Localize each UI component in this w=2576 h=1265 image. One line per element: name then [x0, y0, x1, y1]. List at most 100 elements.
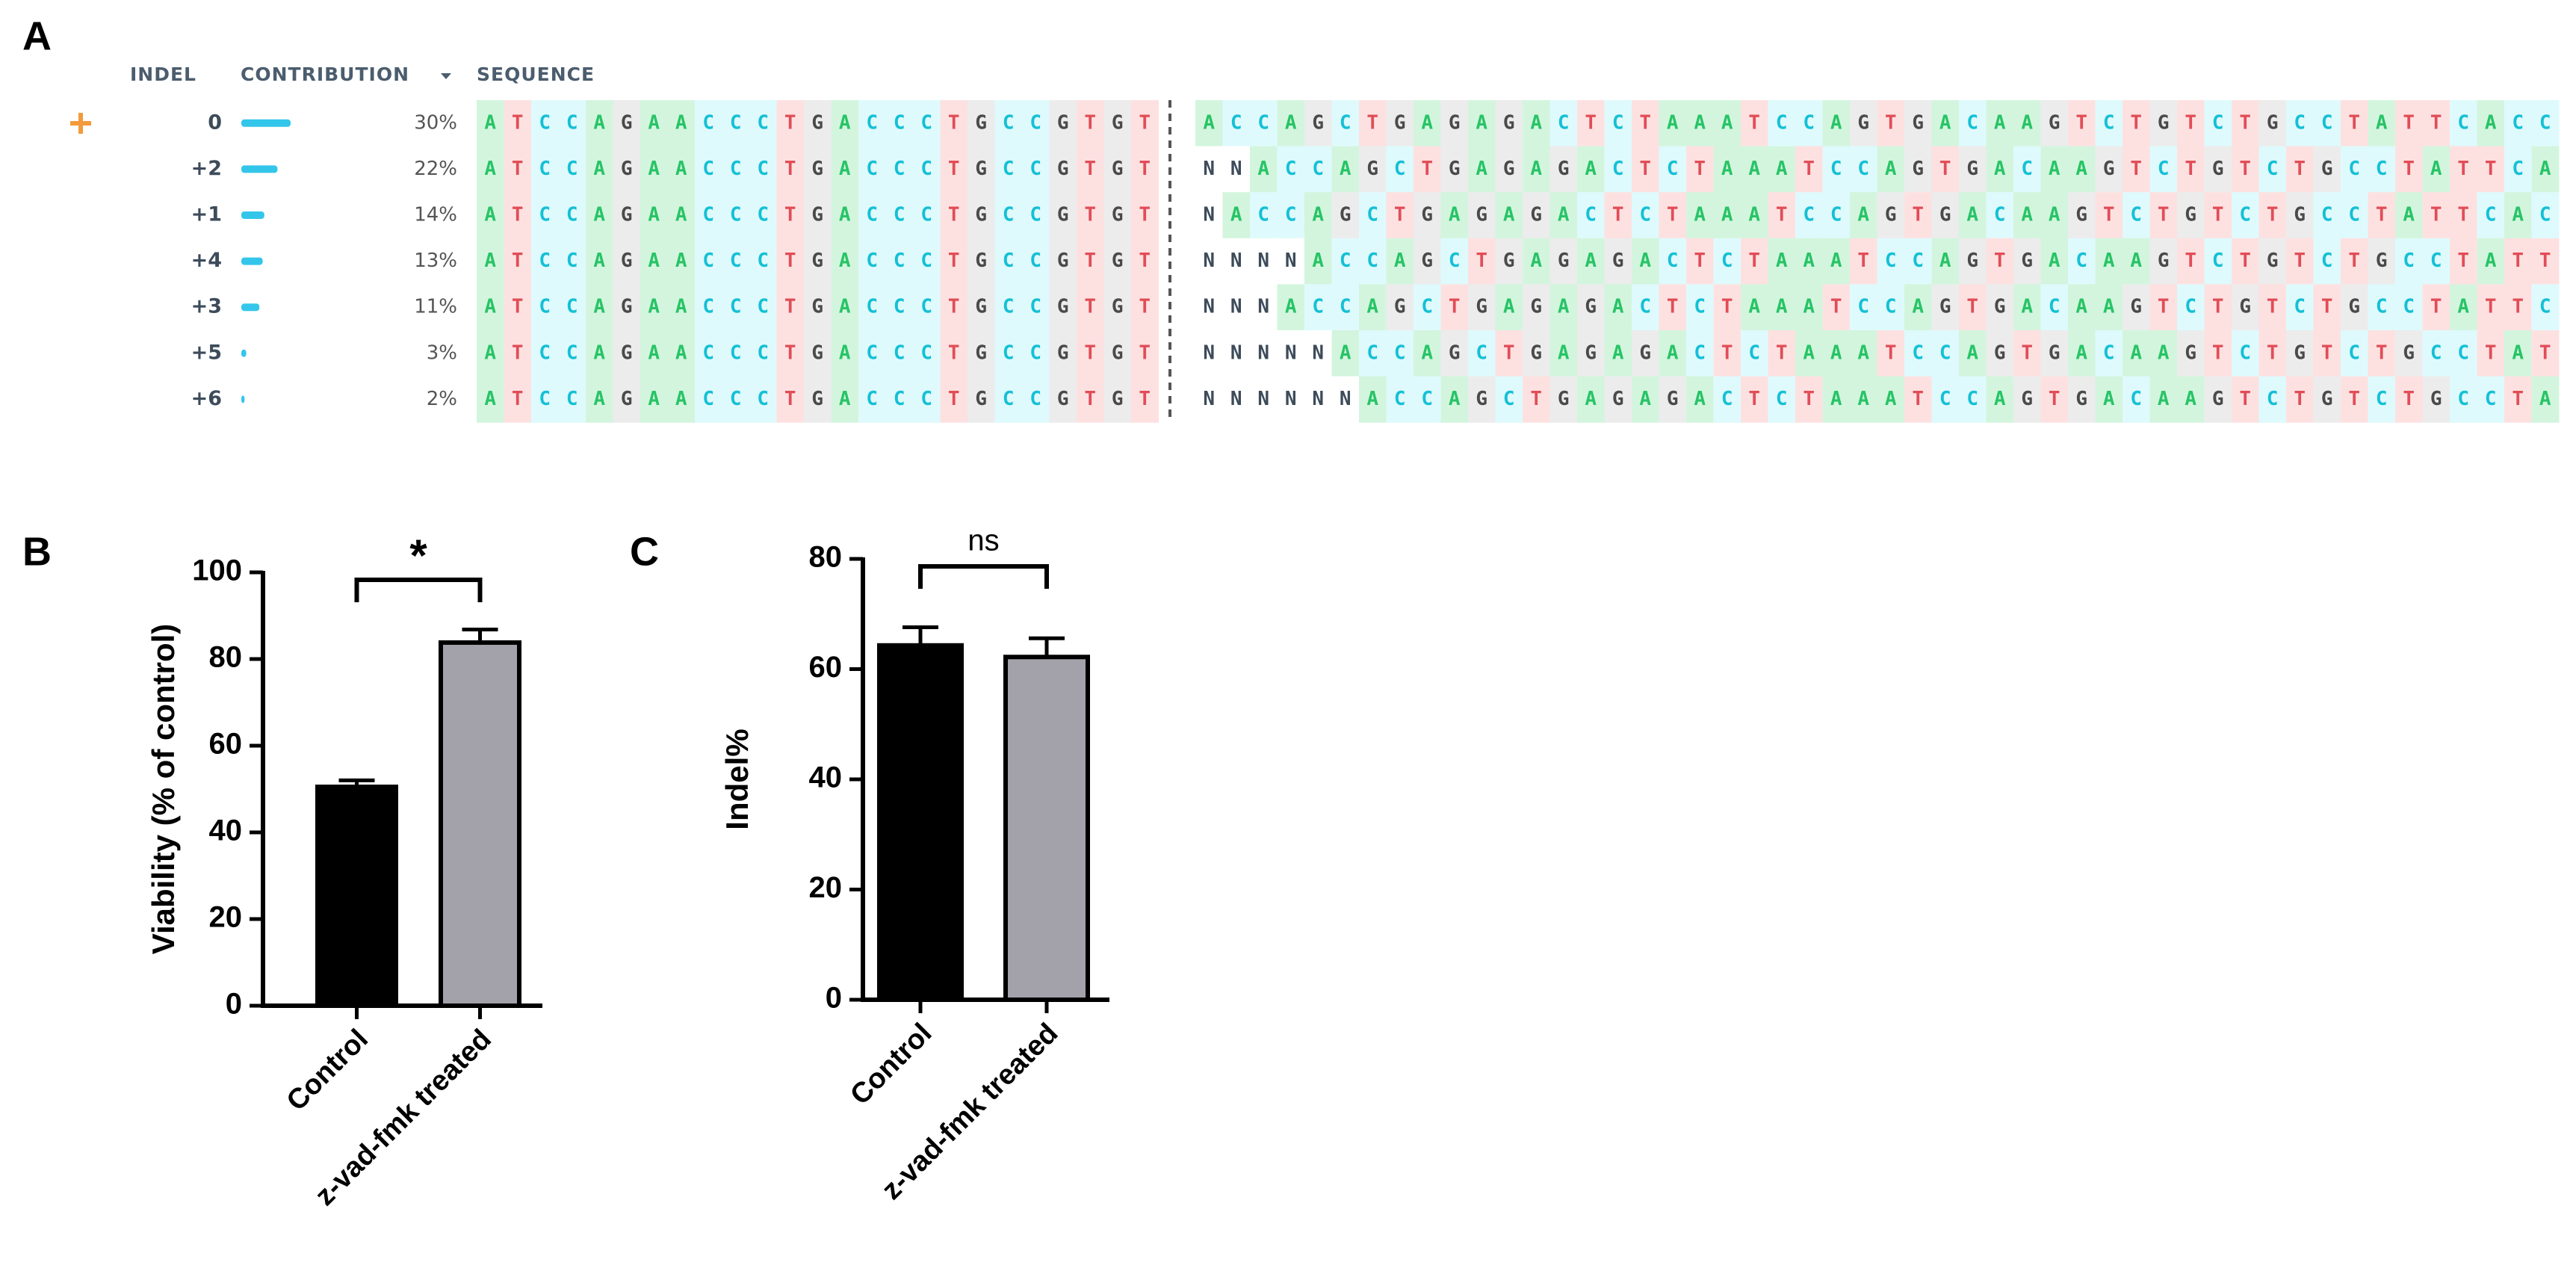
base-cell: [2040, 192, 2069, 239]
base-cell: [1386, 238, 1414, 285]
base-cell: [1414, 238, 1441, 285]
base: G: [1612, 250, 1624, 272]
add-icon[interactable]: [70, 113, 91, 134]
base: A: [2130, 341, 2142, 364]
base-cell: [804, 284, 832, 331]
base: G: [1558, 388, 1570, 410]
base-cell: [558, 284, 586, 331]
base: N: [1285, 341, 1297, 364]
base-cell: [1077, 238, 1104, 285]
base: C: [1257, 111, 1269, 134]
base: G: [1449, 158, 1461, 180]
base: A: [1585, 250, 1597, 272]
base: T: [2103, 204, 2115, 226]
base-cell: [1795, 376, 1823, 423]
base: G: [1612, 388, 1624, 410]
base-cell: [831, 100, 859, 147]
base-cell: [1131, 100, 1159, 147]
base: A: [1285, 111, 1297, 134]
base-cell: [1931, 376, 1960, 423]
base-cell: [2477, 238, 2505, 285]
base: A: [484, 341, 496, 364]
y-tick-label: 100: [192, 554, 242, 587]
base-cell: [1904, 376, 1932, 423]
base: A: [675, 341, 687, 364]
base: G: [2267, 250, 2279, 272]
base: A: [648, 158, 660, 180]
base-cell: [858, 238, 886, 285]
base-cell: [2149, 330, 2178, 377]
base-cell: [2149, 100, 2178, 147]
base: C: [894, 204, 905, 226]
base-cell: [1304, 146, 1332, 193]
base: G: [1366, 158, 1378, 180]
y-axis-label: Viability (% of control): [146, 624, 181, 955]
base-cell: [2123, 146, 2150, 193]
base-cell: [1713, 146, 1741, 193]
base-cell: [2477, 284, 2505, 331]
base: A: [648, 341, 660, 364]
base-cell: [1741, 330, 1768, 377]
y-tick-label: 80: [809, 541, 843, 574]
base-cell: [1523, 100, 1550, 147]
base: C: [2267, 388, 2279, 410]
base-cell: [1131, 238, 1159, 285]
column-header: CONTRIBUTION: [241, 64, 409, 85]
base: G: [2294, 204, 2306, 226]
base-cell: [1850, 192, 1877, 239]
base: G: [1857, 111, 1869, 134]
base-cell: [831, 330, 859, 377]
base: T: [2348, 388, 2360, 410]
base: G: [1885, 204, 1897, 226]
base: A: [2512, 341, 2524, 364]
base-cell: [2095, 146, 2123, 193]
base: G: [1421, 204, 1433, 226]
base-cell: [776, 100, 805, 147]
base: T: [1084, 341, 1096, 364]
base: T: [1721, 296, 1733, 318]
contribution-label: 14%: [414, 204, 457, 226]
base: G: [1530, 341, 1542, 364]
base: C: [1830, 204, 1842, 226]
base-cell: [586, 376, 613, 423]
base: C: [1030, 111, 1041, 134]
base: A: [2021, 111, 2033, 134]
base-cell: [831, 376, 859, 423]
base-cell: [1277, 100, 1305, 147]
base: C: [2512, 111, 2524, 134]
base-cell: [2204, 238, 2232, 285]
base: C: [1912, 250, 1924, 272]
base-cell: [1549, 284, 1578, 331]
base-cell: [2232, 284, 2259, 331]
base: C: [1003, 250, 1015, 272]
base: T: [2321, 296, 2333, 318]
base: G: [1912, 111, 1924, 134]
bar: [1003, 655, 1090, 1003]
base: C: [1394, 388, 1406, 410]
base: G: [1394, 111, 1406, 134]
base-cell: [1468, 284, 1496, 331]
base: N: [1257, 296, 1269, 318]
base: N: [1203, 341, 1215, 364]
base: N: [1285, 388, 1297, 410]
base: A: [2185, 388, 2196, 410]
base: G: [2376, 250, 2388, 272]
base: A: [1558, 296, 1570, 318]
base-cell: [667, 238, 696, 285]
base-cell: [2040, 238, 2069, 285]
base-cell: [531, 192, 559, 239]
indel-label: +4: [191, 249, 222, 272]
base: A: [839, 158, 851, 180]
base: C: [1312, 296, 1324, 318]
base-cell: [2286, 284, 2314, 331]
sort-caret[interactable]: [441, 73, 451, 79]
base-cell: [1850, 100, 1877, 147]
base: A: [1966, 341, 1978, 364]
base: C: [866, 388, 878, 410]
base: C: [566, 341, 578, 364]
base: C: [1612, 158, 1624, 180]
base-cell: [504, 238, 532, 285]
base: T: [1667, 296, 1679, 318]
base: C: [1030, 250, 1041, 272]
base-cell: [1959, 100, 1987, 147]
